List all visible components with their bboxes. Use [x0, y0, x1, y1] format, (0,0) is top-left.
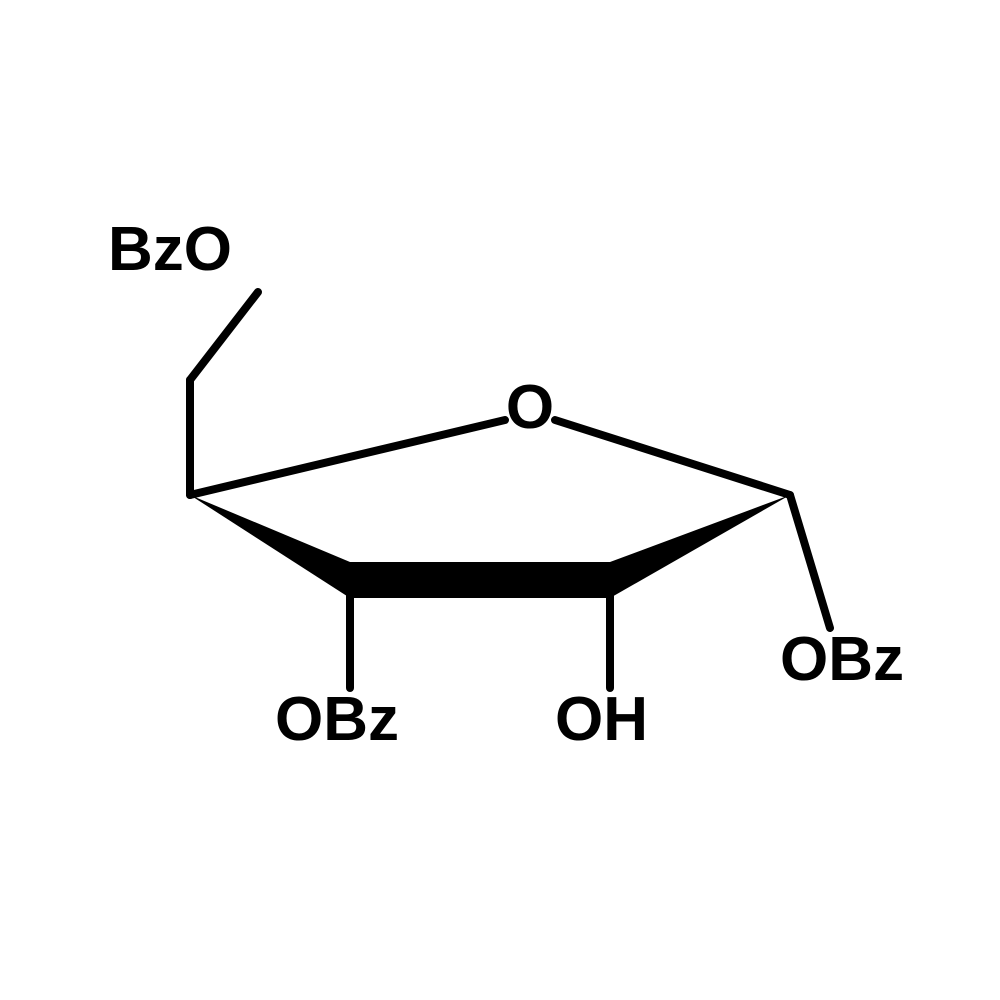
bonds-wedge	[190, 495, 790, 598]
wedge-c4-c3	[190, 495, 350, 598]
label-oh: OH	[555, 685, 648, 754]
chemical-structure: BzO O OBz OBz OH	[0, 0, 1000, 1000]
bond-o-c1	[555, 420, 790, 495]
wedge-c3-c2	[350, 562, 610, 598]
label-obz-right: OBz	[780, 625, 904, 694]
label-obz-left: OBz	[275, 685, 399, 754]
label-ring-o: O	[506, 373, 554, 442]
label-bzo-top: BzO	[108, 215, 232, 284]
bonds-thin	[190, 292, 830, 688]
bond-o-c4	[190, 420, 505, 495]
wedge-c1-c2	[610, 495, 790, 598]
bond-c1-obz	[790, 495, 830, 628]
bond-ch2-obz	[190, 292, 258, 380]
